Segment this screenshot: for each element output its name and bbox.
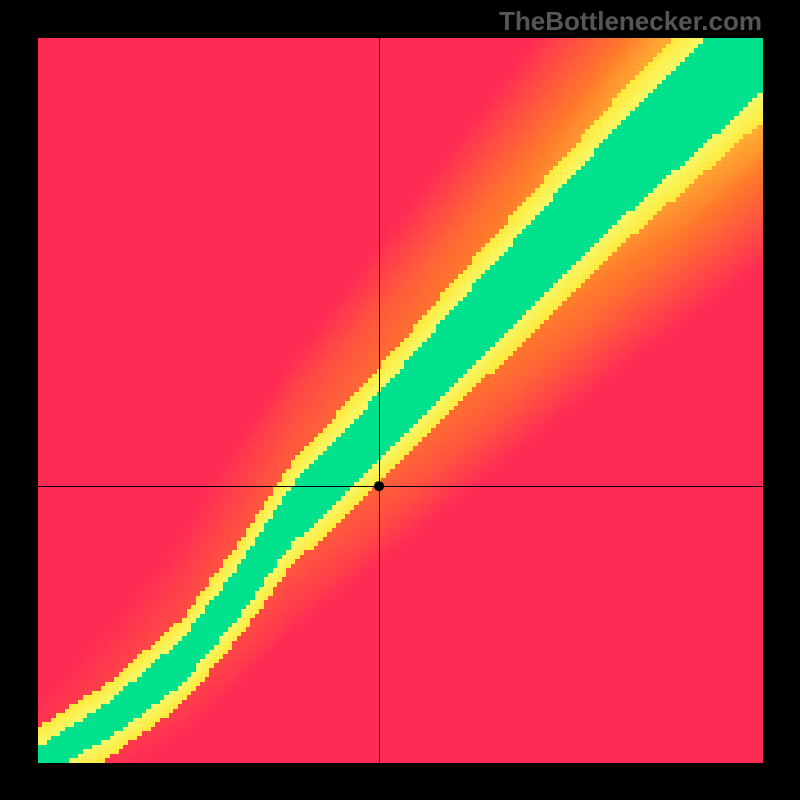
bottleneck-heatmap — [0, 0, 800, 800]
watermark-text: TheBottlenecker.com — [499, 6, 762, 37]
chart-container: TheBottlenecker.com — [0, 0, 800, 800]
